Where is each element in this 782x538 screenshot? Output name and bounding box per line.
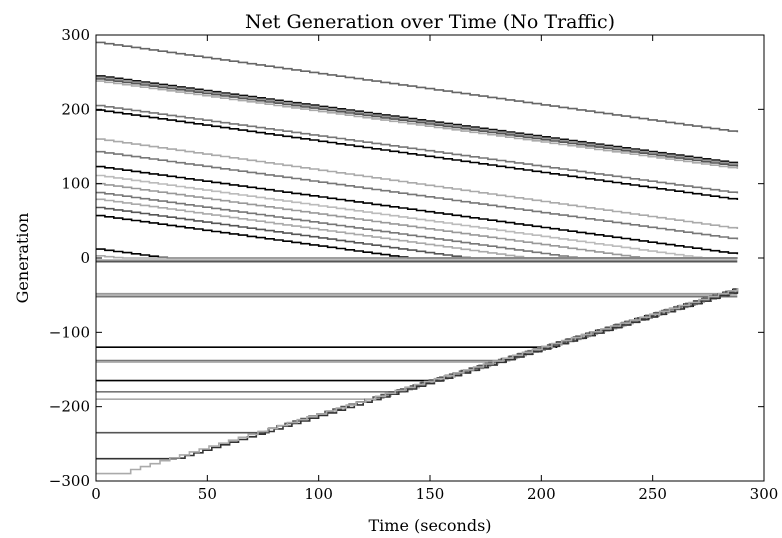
series-line bbox=[96, 288, 739, 393]
series-line bbox=[96, 80, 739, 169]
series-line bbox=[96, 288, 739, 363]
x-tick-label: 300 bbox=[750, 485, 779, 503]
series-line bbox=[96, 290, 739, 382]
series-line bbox=[96, 165, 739, 255]
x-tick-label: 250 bbox=[638, 485, 667, 503]
series-line bbox=[96, 191, 738, 259]
series-line bbox=[96, 182, 738, 259]
x-tick-label: 100 bbox=[304, 485, 333, 503]
y-tick-label: −100 bbox=[49, 323, 90, 341]
series-line bbox=[96, 109, 739, 200]
x-tick-label: 200 bbox=[527, 485, 556, 503]
series-line bbox=[96, 290, 739, 362]
series-line bbox=[96, 288, 739, 475]
series-line bbox=[96, 290, 739, 460]
y-tick-label: 300 bbox=[61, 26, 90, 44]
series-line bbox=[96, 290, 739, 400]
y-tick-label: −300 bbox=[49, 472, 90, 490]
series-line bbox=[96, 174, 738, 259]
series-line bbox=[96, 104, 739, 194]
x-tick-label: 50 bbox=[198, 485, 217, 503]
series-line bbox=[96, 138, 739, 229]
chart-title: Net Generation over Time (No Traffic) bbox=[245, 11, 615, 33]
series-layer bbox=[96, 41, 739, 475]
series-line bbox=[96, 255, 738, 259]
x-tick-label: 0 bbox=[91, 485, 101, 503]
series-line bbox=[96, 150, 739, 240]
y-tick-label: 200 bbox=[61, 100, 90, 118]
x-tick-label: 150 bbox=[416, 485, 445, 503]
series-line bbox=[96, 41, 739, 133]
y-tick-label: −200 bbox=[49, 398, 90, 416]
y-tick-label: 100 bbox=[61, 175, 90, 193]
y-tick-label: 0 bbox=[80, 249, 90, 267]
x-axis-label: Time (seconds) bbox=[368, 516, 491, 535]
tick-layer: 0 50 100 150 200 250 300 300 200 100 0 −100 −200 −300 bbox=[49, 26, 779, 503]
y-axis-label: Generation bbox=[13, 213, 32, 304]
series-line bbox=[96, 78, 739, 167]
